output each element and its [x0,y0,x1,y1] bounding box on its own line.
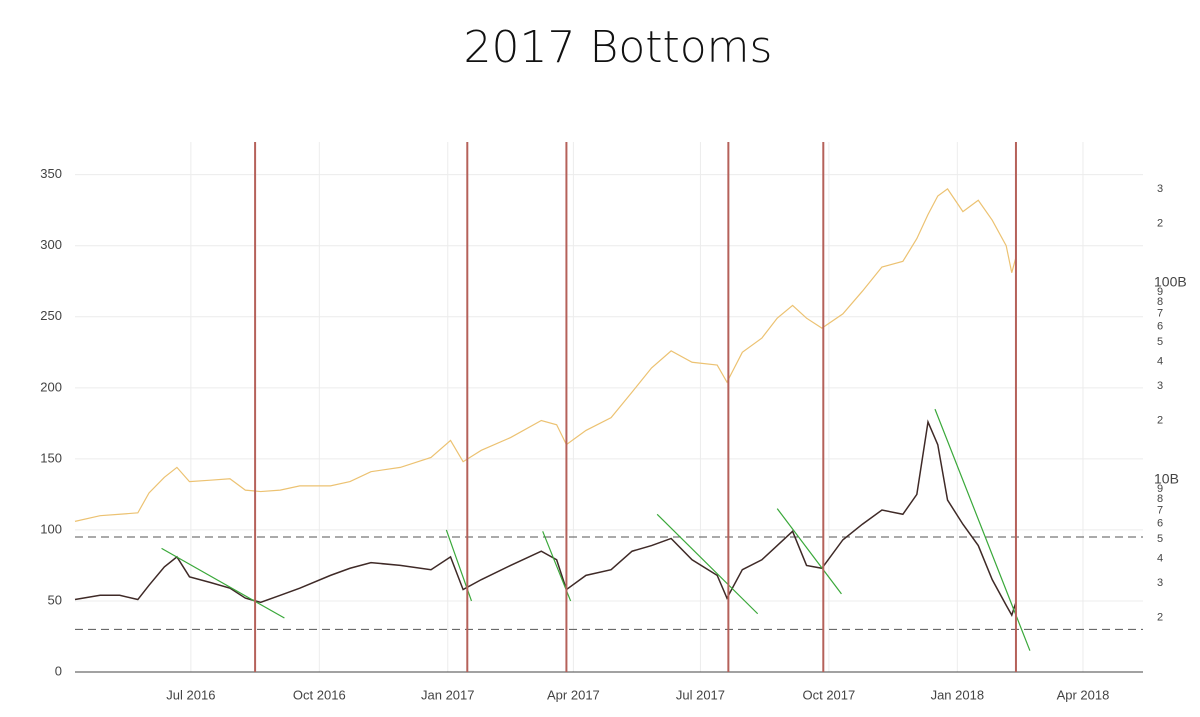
y2-tick-label: 5 [1157,336,1163,348]
trend-line [934,408,1031,651]
y-tick-label: 250 [40,308,62,323]
y2-tick-label: 4 [1157,552,1163,564]
y2-tick-label: 3 [1157,577,1163,589]
y2-tick-label: 7 [1157,307,1163,319]
y2-tick-label: 9 [1157,286,1163,298]
trend-line [161,547,285,619]
x-tick-label: Jul 2016 [166,687,215,702]
y2-tick-label: 6 [1157,518,1163,530]
y2-tick-label: 2 [1157,218,1163,230]
y-tick-label: 50 [48,592,62,607]
x-tick-label: Oct 2016 [293,687,346,702]
series-line [74,188,1017,522]
x-tick-label: Jan 2018 [931,687,985,702]
x-tick-label: Apr 2018 [1057,687,1110,702]
y-tick-label: 200 [40,379,62,394]
y-tick-label: 150 [40,450,62,465]
chart-title: 2017 Bottoms [464,22,773,73]
x-tick-label: Oct 2017 [802,687,855,702]
y2-tick-label: 2 [1157,415,1163,427]
y2-tick-label: 9 [1157,483,1163,495]
y2-tick-label: 3 [1157,380,1163,392]
y2-tick-label: 10B [1154,471,1179,487]
series-line [74,419,1017,618]
y-tick-label: 100 [40,521,62,536]
y2-tick-label: 5 [1157,533,1163,545]
y2-tick-label: 100B [1154,274,1187,290]
y2-tick-label: 8 [1157,493,1163,505]
y2-tick-label: 4 [1157,355,1163,367]
x-tick-label: Jan 2017 [421,687,475,702]
y2-tick-label: 7 [1157,504,1163,516]
y2-tick-label: 3 [1157,183,1163,195]
y-tick-label: 0 [55,663,62,678]
y-tick-label: 300 [40,237,62,252]
y-tick-label: 350 [40,166,62,181]
y2-tick-label: 8 [1157,296,1163,308]
x-tick-label: Apr 2017 [547,687,600,702]
x-tick-label: Jul 2017 [676,687,725,702]
y2-tick-label: 2 [1157,612,1163,624]
trend-line [656,513,759,615]
trend-line [776,508,842,595]
y2-tick-label: 6 [1157,321,1163,333]
